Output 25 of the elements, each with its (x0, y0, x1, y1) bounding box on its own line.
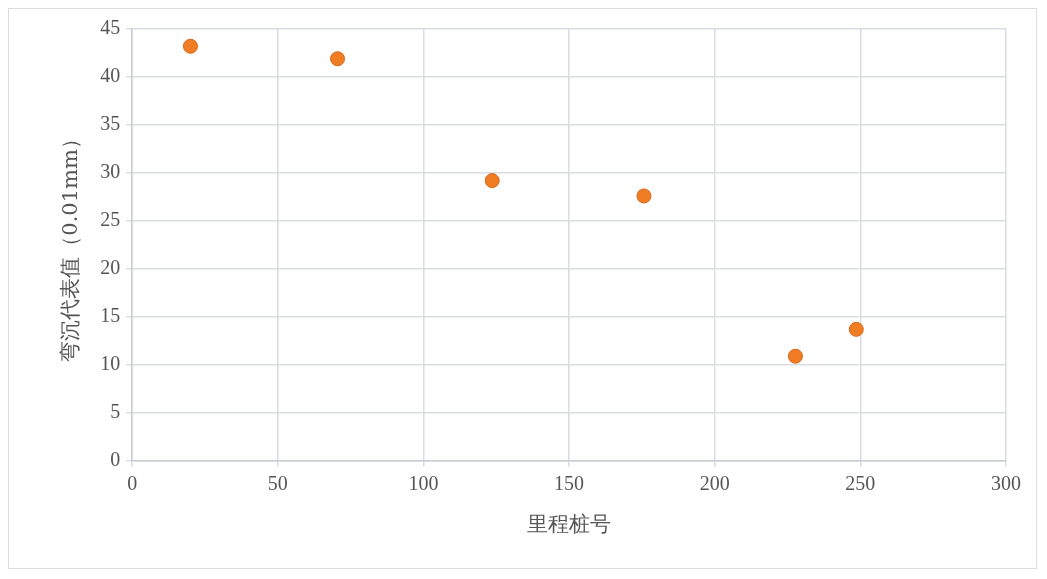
y-tick-label: 20 (100, 256, 121, 279)
y-axis-title: 弯沉代表值（0.01mm） (58, 128, 83, 362)
point (787, 348, 803, 364)
x-axis-title: 里程桩号 (527, 511, 612, 536)
x-tick-label: 100 (408, 472, 439, 495)
point (330, 51, 346, 67)
y-tick-label: 45 (100, 16, 121, 39)
y-tick-label: 0 (110, 448, 121, 471)
y-tick-label: 40 (100, 64, 121, 87)
x-tick-label: 200 (699, 472, 730, 495)
y-tick-label: 30 (100, 160, 121, 183)
y-tick-label: 35 (100, 112, 121, 135)
y-tick-label: 5 (110, 400, 121, 423)
point (484, 173, 500, 189)
point (182, 38, 198, 54)
y-tick-label: 25 (100, 208, 121, 231)
x-tick-label: 150 (554, 472, 585, 495)
y-tick-label: 15 (100, 304, 121, 327)
x-tick-label: 0 (127, 472, 138, 495)
y-tick-label: 10 (100, 352, 121, 375)
x-tick-label: 50 (267, 472, 288, 495)
x-tick-label: 300 (991, 472, 1021, 495)
point (636, 188, 652, 204)
point (848, 321, 864, 337)
x-tick-label: 250 (845, 472, 876, 495)
